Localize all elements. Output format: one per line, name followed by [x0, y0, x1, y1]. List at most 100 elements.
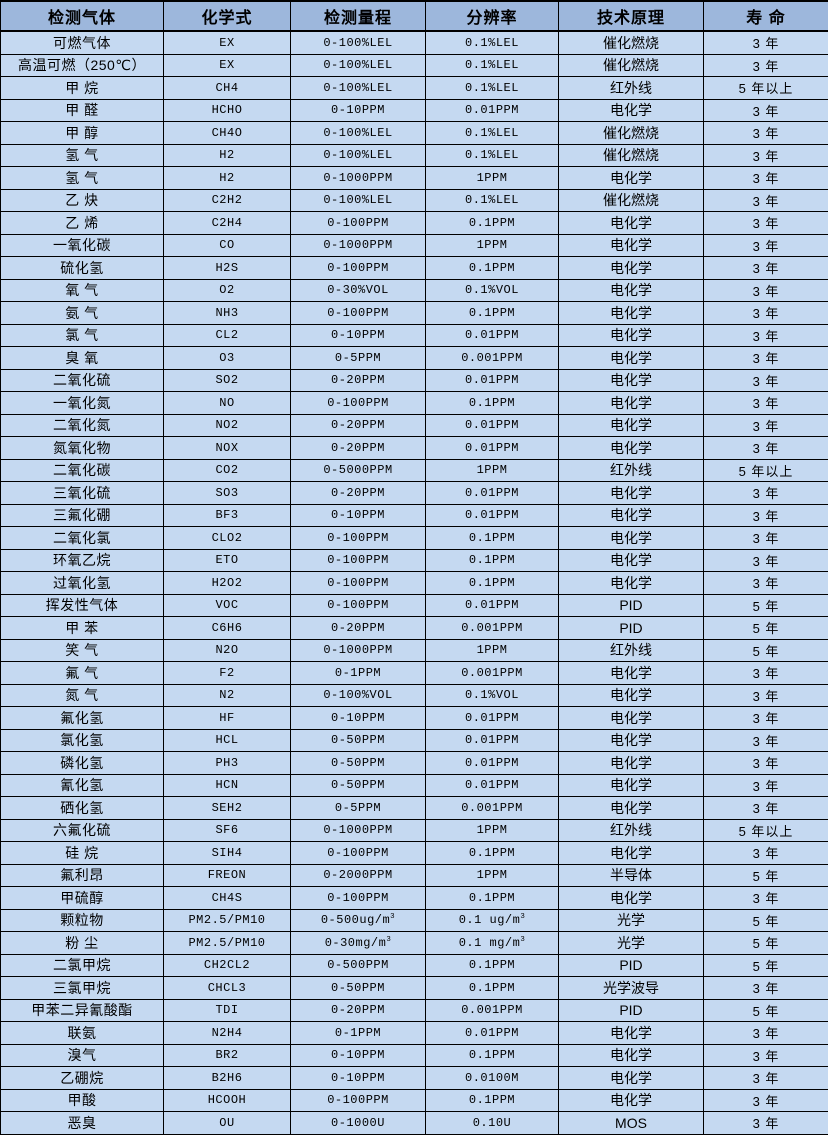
cell-lifespan: 3 年	[704, 1067, 828, 1090]
cell-technology-principle: 电化学	[559, 437, 704, 460]
column-header-principle: 技术原理	[559, 1, 704, 31]
cell-detection-range: 0-100PPM	[291, 212, 426, 235]
cell-resolution: 0.1%LEL	[426, 144, 559, 167]
cell-chemical-formula: SO2	[164, 369, 291, 392]
cell-detection-range: 0-100PPM	[291, 572, 426, 595]
cell-technology-principle: 电化学	[559, 234, 704, 257]
cell-resolution: 0.01PPM	[426, 1022, 559, 1045]
cell-technology-principle: PID	[559, 999, 704, 1022]
cell-gas-name: 氰化氢	[1, 774, 164, 797]
cell-lifespan: 3 年	[704, 257, 828, 280]
cell-gas-name: 环氧乙烷	[1, 549, 164, 572]
cell-gas-name: 氢 气	[1, 167, 164, 190]
cell-technology-principle: 红外线	[559, 639, 704, 662]
cell-resolution: 1PPM	[426, 639, 559, 662]
cell-detection-range: 0-5PPM	[291, 347, 426, 370]
cell-resolution: 0.1PPM	[426, 954, 559, 977]
cell-lifespan: 3 年	[704, 729, 828, 752]
cell-chemical-formula: CH4	[164, 77, 291, 100]
cell-lifespan: 3 年	[704, 167, 828, 190]
cell-technology-principle: 电化学	[559, 482, 704, 505]
cell-resolution: 1PPM	[426, 819, 559, 842]
cell-detection-range: 0-100PPM	[291, 527, 426, 550]
cell-resolution: 0.1%VOL	[426, 279, 559, 302]
cell-gas-name: 氯 气	[1, 324, 164, 347]
cell-technology-principle: 电化学	[559, 347, 704, 370]
cell-resolution: 1PPM	[426, 234, 559, 257]
cell-resolution: 0.1PPM	[426, 842, 559, 865]
cell-lifespan: 3 年	[704, 437, 828, 460]
cell-resolution: 1PPM	[426, 864, 559, 887]
cell-chemical-formula: H2O2	[164, 572, 291, 595]
cell-technology-principle: 电化学	[559, 662, 704, 685]
cell-detection-range: 0-30mg/m3	[291, 932, 426, 955]
cell-lifespan: 5 年	[704, 909, 828, 932]
cell-lifespan: 3 年	[704, 279, 828, 302]
cell-chemical-formula: OU	[164, 1112, 291, 1135]
cell-technology-principle: 红外线	[559, 819, 704, 842]
cell-resolution: 0.01PPM	[426, 324, 559, 347]
cell-detection-range: 0-1PPM	[291, 662, 426, 685]
cell-lifespan: 5 年	[704, 617, 828, 640]
cell-gas-name: 甲 醇	[1, 122, 164, 145]
cell-detection-range: 0-10PPM	[291, 707, 426, 730]
cell-lifespan: 3 年	[704, 212, 828, 235]
cell-chemical-formula: H2	[164, 167, 291, 190]
cell-technology-principle: 电化学	[559, 212, 704, 235]
cell-technology-principle: 光学	[559, 932, 704, 955]
cell-detection-range: 0-100PPM	[291, 594, 426, 617]
cell-lifespan: 3 年	[704, 54, 828, 77]
cell-detection-range: 0-100%VOL	[291, 684, 426, 707]
cell-gas-name: 氢 气	[1, 144, 164, 167]
cell-lifespan: 3 年	[704, 527, 828, 550]
cell-gas-name: 硅 烷	[1, 842, 164, 865]
cell-lifespan: 3 年	[704, 977, 828, 1000]
cell-detection-range: 0-5PPM	[291, 797, 426, 820]
cell-chemical-formula: H2S	[164, 257, 291, 280]
cell-technology-principle: MOS	[559, 1112, 704, 1135]
cell-gas-name: 三氟化硼	[1, 504, 164, 527]
cell-technology-principle: 催化燃烧	[559, 144, 704, 167]
cell-lifespan: 3 年	[704, 797, 828, 820]
cell-technology-principle: 电化学	[559, 752, 704, 775]
cell-gas-name: 氧 气	[1, 279, 164, 302]
cell-detection-range: 0-100%LEL	[291, 31, 426, 54]
header-row: 检测气体 化学式 检测量程 分辨率 技术原理 寿 命	[1, 1, 828, 31]
cell-lifespan: 3 年	[704, 1089, 828, 1112]
cell-chemical-formula: SO3	[164, 482, 291, 505]
cell-detection-range: 0-10PPM	[291, 1067, 426, 1090]
cell-lifespan: 5 年以上	[704, 459, 828, 482]
cell-chemical-formula: CL2	[164, 324, 291, 347]
cell-chemical-formula: NO2	[164, 414, 291, 437]
cell-technology-principle: 红外线	[559, 459, 704, 482]
cell-resolution: 0.1%LEL	[426, 189, 559, 212]
cell-gas-name: 甲硫醇	[1, 887, 164, 910]
cell-chemical-formula: TDI	[164, 999, 291, 1022]
cell-detection-range: 0-1PPM	[291, 1022, 426, 1045]
cell-technology-principle: 电化学	[559, 324, 704, 347]
cell-gas-name: 甲 烷	[1, 77, 164, 100]
column-header-formula: 化学式	[164, 1, 291, 31]
cell-technology-principle: 电化学	[559, 549, 704, 572]
cell-chemical-formula: CH2CL2	[164, 954, 291, 977]
cell-lifespan: 3 年	[704, 347, 828, 370]
cell-lifespan: 3 年	[704, 414, 828, 437]
